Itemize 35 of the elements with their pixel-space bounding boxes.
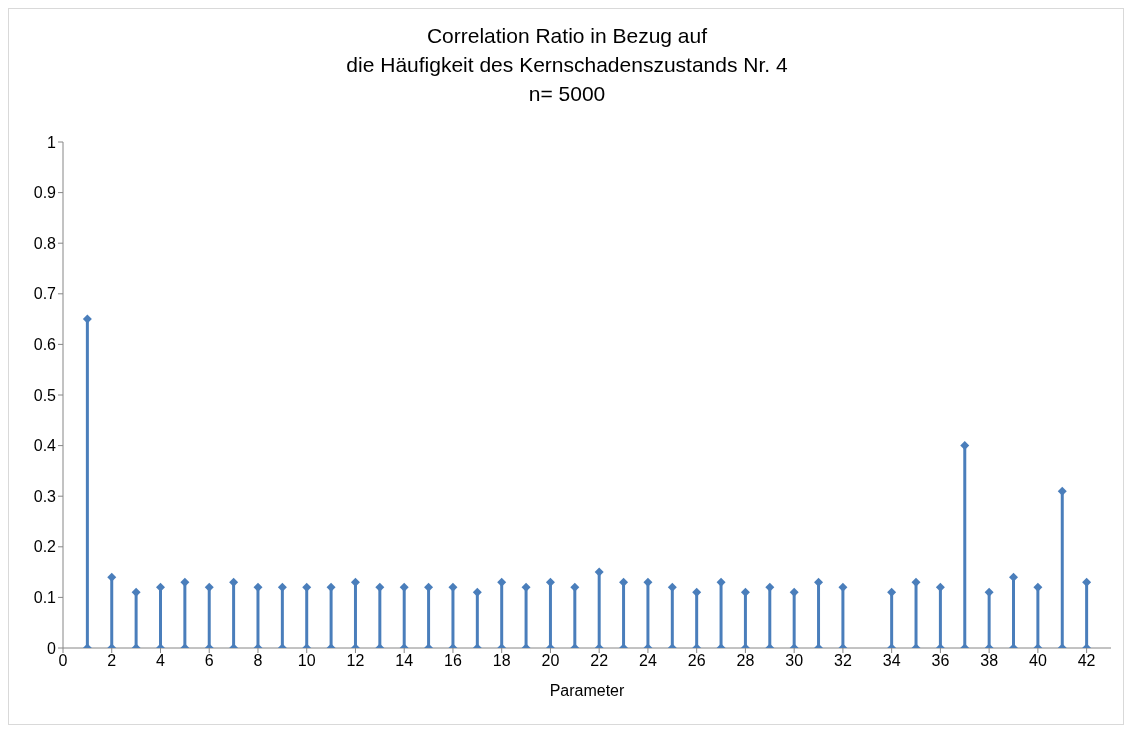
y-tick-label: 0.9 — [33, 184, 57, 202]
x-tick-label: 40 — [1028, 652, 1047, 670]
x-axis-title: Parameter — [549, 682, 626, 699]
x-tick-label: 6 — [204, 652, 214, 670]
y-tick-label: 0.7 — [33, 285, 57, 303]
x-tick-label: 14 — [395, 652, 414, 670]
x-tick-label: 34 — [882, 652, 901, 670]
x-tick-label: 12 — [346, 652, 365, 670]
y-tick-label: 0.4 — [33, 437, 57, 455]
x-tick-label: 10 — [297, 652, 316, 670]
x-tick-label: 24 — [639, 652, 657, 670]
y-tick-label: 0.1 — [33, 589, 57, 607]
y-tick-label: 0 — [47, 639, 57, 657]
y-tick-label: 0.5 — [33, 386, 57, 404]
x-tick-label: 38 — [980, 652, 999, 670]
x-tick-label: 20 — [541, 652, 560, 670]
x-tick-label: 18 — [492, 652, 511, 670]
x-tick-label: 36 — [931, 652, 950, 670]
x-tick-label: 8 — [253, 652, 263, 670]
x-tick-label: 28 — [736, 652, 755, 670]
x-tick-label: 2 — [107, 652, 117, 670]
x-tick-label: 16 — [444, 652, 462, 670]
x-tick-label: 26 — [687, 652, 706, 670]
y-tick-label: 0.2 — [33, 538, 57, 556]
x-tick-label: 32 — [834, 652, 852, 670]
y-tick-label: 0.3 — [33, 487, 57, 505]
x-tick-label: 4 — [156, 652, 166, 670]
y-tick-label: 0.8 — [33, 234, 57, 252]
y-tick-label: 0.6 — [33, 336, 57, 354]
x-tick-label: 22 — [590, 652, 609, 670]
x-tick-label: 30 — [785, 652, 804, 670]
x-tick-label: 0 — [58, 652, 68, 670]
x-tick-label: 42 — [1077, 652, 1096, 670]
y-tick-label: 1 — [47, 133, 57, 151]
chart-title: Correlation Ratio in Bezug auf die Häufigkeit des Kernschadenszustands Nr. 4 n= 5000 — [345, 23, 789, 107]
